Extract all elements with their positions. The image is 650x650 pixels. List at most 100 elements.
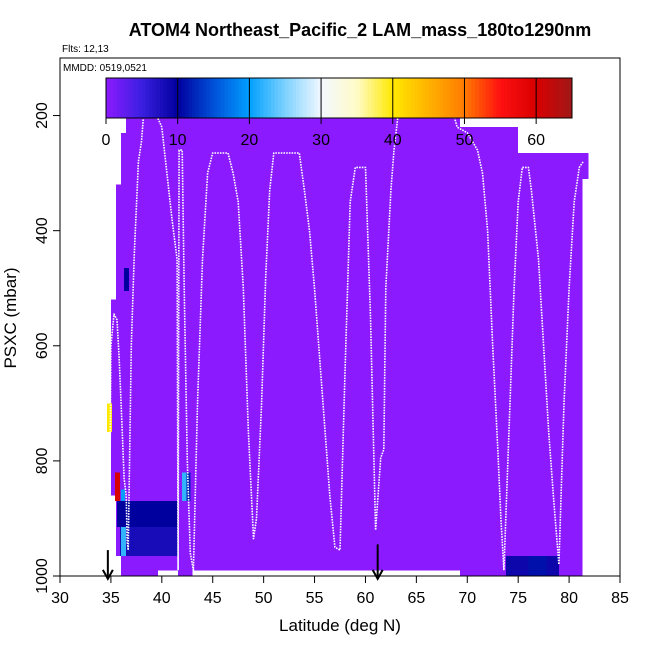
colorbar-segment (539, 78, 544, 118)
colorbar-segment (170, 78, 175, 118)
colorbar-segment (450, 78, 455, 118)
heatmap-cell (124, 268, 130, 292)
colorbar-segment (116, 78, 121, 118)
colorbar-segment (145, 78, 150, 118)
colorbar-segment (482, 78, 487, 118)
colorbar-segment (349, 78, 354, 118)
heatmap-cell (182, 472, 187, 502)
colorbar-tick-label: 50 (456, 132, 474, 149)
colorbar-segment (181, 78, 186, 118)
colorbar-segment (468, 78, 473, 118)
x-axis-label: Latitude (deg N) (279, 616, 401, 635)
colorbar-segment (288, 78, 293, 118)
colorbar-segment (500, 78, 505, 118)
colorbar-segment (446, 78, 451, 118)
colorbar-segment (493, 78, 498, 118)
y-axis: 200 400 600 800 1000 (34, 102, 60, 594)
colorbar-segment (425, 78, 430, 118)
colorbar-segment (518, 78, 523, 118)
colorbar-segment (156, 78, 161, 118)
colorbar-segment (238, 78, 243, 118)
heatmap-cell (121, 527, 127, 556)
colorbar-segment (267, 78, 272, 118)
colorbar-segment (278, 78, 283, 118)
colorbar-segment (396, 78, 401, 118)
colorbar-segment (485, 78, 491, 118)
colorbar-tick-label: 40 (384, 132, 402, 149)
colorbar-segment (313, 78, 319, 118)
heatmap-cell (110, 299, 116, 496)
colorbar-segment (367, 78, 372, 118)
colorbar-segment (295, 78, 301, 118)
colorbar-segment (263, 78, 268, 118)
heatmap-cell (106, 403, 112, 433)
colorbar-segment (227, 78, 233, 118)
colorbar-segment (460, 78, 466, 118)
colorbar-segment (184, 78, 190, 118)
colorbar-segment (410, 78, 415, 118)
colorbar-segment (256, 78, 261, 118)
colorbar-segment (206, 78, 211, 118)
colorbar-segment (464, 78, 469, 118)
colorbar-segment (195, 78, 200, 118)
x-tick-label: 85 (611, 590, 629, 607)
colorbar-segment (166, 78, 172, 118)
colorbar-segment (525, 78, 530, 118)
colorbar-tick-label: 60 (527, 132, 545, 149)
colorbar-segment (335, 78, 340, 118)
colorbar-segment (496, 78, 501, 118)
x-tick-label: 80 (560, 590, 578, 607)
heatmap-cell (178, 570, 193, 576)
colorbar-segment (163, 78, 168, 118)
colorbar-segment (159, 78, 164, 118)
x-tick-label: 30 (51, 590, 69, 607)
x-tick-label: 75 (509, 590, 527, 607)
x-tick-label: 50 (255, 590, 273, 607)
colorbar-segment (507, 78, 512, 118)
colorbar-tick-label: 20 (240, 132, 258, 149)
colorbar-segment (274, 78, 279, 118)
heatmap-cell (575, 178, 583, 269)
x-axis: 30 35 40 45 50 55 60 65 70 75 80 85 (51, 576, 629, 607)
colorbar-segment (385, 78, 390, 118)
colorbar-segment (127, 78, 132, 118)
colorbar-segment (453, 78, 458, 118)
colorbar-segment (421, 78, 426, 118)
colorbar-segment (235, 78, 240, 118)
heatmap-cell (116, 184, 122, 556)
colorbar-segment (231, 78, 236, 118)
y-tick-label: 1000 (34, 558, 51, 594)
x-tick-label: 40 (153, 590, 171, 607)
colorbar-tick-label: 30 (312, 132, 330, 149)
colorbar-segment (371, 78, 376, 118)
colorbar-segment (432, 78, 437, 118)
heatmap-cell (121, 489, 126, 502)
colorbar-segment (123, 78, 129, 118)
plot-frame (59, 57, 621, 577)
y-axis-label: PSXC (mbar) (1, 267, 20, 368)
colorbar-segment (131, 78, 136, 118)
colorbar: 0 10 20 30 40 50 60 (102, 77, 573, 149)
colorbar-segment (134, 78, 139, 118)
colorbar-segment (374, 78, 380, 118)
colorbar-segment (546, 78, 552, 118)
y-tick-label: 200 (34, 102, 51, 129)
colorbar-segment (364, 78, 369, 118)
heatmap-cell (157, 98, 461, 571)
colorbar-segment (285, 78, 290, 118)
colorbar-segment (138, 78, 143, 118)
colorbar-segment (511, 78, 516, 118)
colorbar-segment (568, 78, 573, 118)
colorbar-segment (489, 78, 494, 118)
colorbar-segment (532, 78, 537, 118)
colorbar-segment (177, 78, 182, 118)
colorbar-segment (188, 78, 193, 118)
colorbar-segment (478, 78, 483, 118)
colorbar-segment (457, 78, 462, 118)
arrows (101, 544, 384, 581)
colorbar-segment (435, 78, 440, 118)
colorbar-segment (270, 78, 276, 118)
heatmap-cell (115, 472, 121, 502)
colorbar-segment (543, 78, 548, 118)
